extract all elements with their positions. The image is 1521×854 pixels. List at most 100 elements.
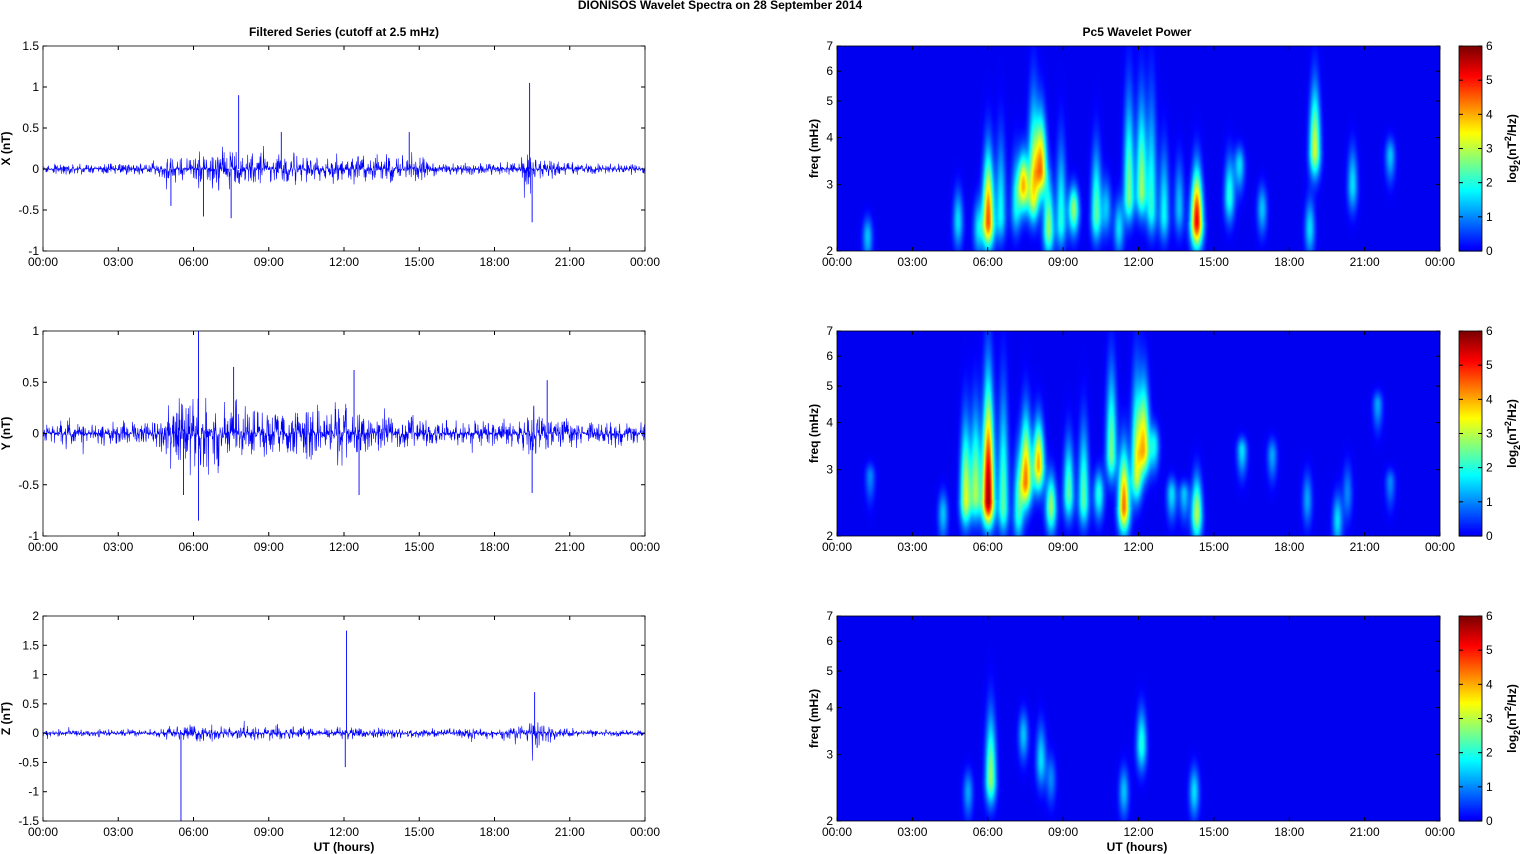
y-tick-label: 3 bbox=[826, 748, 833, 762]
x-tick-label: 00:00 bbox=[630, 825, 660, 839]
colorbar-segment bbox=[1459, 177, 1482, 180]
x-tick-label: 06:00 bbox=[178, 255, 208, 269]
colorbar-segment bbox=[1459, 414, 1482, 418]
colorbar-segment bbox=[1459, 454, 1482, 457]
colorbar-segment bbox=[1459, 817, 1482, 820]
colorbar-segment bbox=[1459, 498, 1482, 501]
colorbar-segment bbox=[1459, 192, 1482, 196]
colorbar-segment bbox=[1459, 472, 1482, 476]
colorbar-segment bbox=[1459, 532, 1482, 535]
colorbar-segment bbox=[1459, 175, 1482, 179]
colorbar-segment bbox=[1459, 709, 1482, 713]
y-axis-label: Z (nT) bbox=[0, 702, 13, 735]
colorbar-segment bbox=[1459, 682, 1482, 685]
colorbar-segment bbox=[1459, 791, 1482, 795]
colorbar-segment bbox=[1459, 708, 1482, 711]
colorbar-segment bbox=[1459, 360, 1482, 363]
y-tick-label: 6 bbox=[826, 64, 833, 78]
y-tick-label: 2 bbox=[826, 244, 833, 258]
colorbar-segment bbox=[1459, 790, 1482, 793]
colorbar-segment bbox=[1459, 334, 1482, 337]
right-xaxis-label: UT (hours) bbox=[1107, 840, 1168, 854]
colorbar-segment bbox=[1459, 382, 1482, 385]
x-tick-label: 12:00 bbox=[1123, 255, 1153, 269]
colorbar-segment bbox=[1459, 728, 1482, 732]
colorbar-segment bbox=[1459, 525, 1482, 529]
colorbar-segment bbox=[1459, 213, 1482, 216]
colorbar-segment bbox=[1459, 378, 1482, 382]
colorbar-segment bbox=[1459, 711, 1482, 714]
x-tick-label: 21:00 bbox=[555, 255, 585, 269]
colorbar-segment bbox=[1459, 418, 1482, 421]
colorbar-segment bbox=[1459, 242, 1482, 245]
colorbar-segment bbox=[1459, 239, 1482, 242]
colorbar-segment bbox=[1459, 102, 1482, 105]
colorbar-segment bbox=[1459, 73, 1482, 76]
x-tick-label: 00:00 bbox=[822, 540, 852, 554]
y-tick-label: -0.5 bbox=[18, 755, 39, 769]
colorbar-segment bbox=[1459, 757, 1482, 761]
colorbar-segment bbox=[1459, 87, 1482, 90]
colorbar-tick-label: 5 bbox=[1486, 643, 1493, 657]
colorbar-segment bbox=[1459, 394, 1482, 397]
colorbar-segment bbox=[1459, 716, 1482, 720]
y-tick-label: 0 bbox=[32, 726, 39, 740]
colorbar-segment bbox=[1459, 139, 1482, 143]
colorbar-segment bbox=[1459, 428, 1482, 431]
colorbar-segment bbox=[1459, 703, 1482, 706]
colorbar-segment bbox=[1459, 430, 1482, 433]
colorbar-tick-label: 4 bbox=[1486, 107, 1493, 121]
colorbar-segment bbox=[1459, 68, 1482, 71]
colorbar-segment bbox=[1459, 513, 1482, 517]
colorbar-segment bbox=[1459, 404, 1482, 407]
x-tick-label: 06:00 bbox=[178, 540, 208, 554]
colorbar-segment bbox=[1459, 725, 1482, 728]
x-tick-label: 00:00 bbox=[1425, 540, 1455, 554]
colorbar-segment bbox=[1459, 718, 1482, 721]
colorbar-segment bbox=[1459, 78, 1482, 81]
colorbar-segment bbox=[1459, 641, 1482, 644]
colorbar-segment bbox=[1459, 638, 1482, 641]
colorbar-tick-label: 4 bbox=[1486, 392, 1493, 406]
x-tick-label: 12:00 bbox=[1123, 825, 1153, 839]
colorbar-segment bbox=[1459, 148, 1482, 151]
colorbar-segment bbox=[1459, 689, 1482, 692]
x-tick-label: 00:00 bbox=[28, 825, 58, 839]
colorbar-segment bbox=[1459, 438, 1482, 441]
colorbar-segment bbox=[1459, 109, 1482, 112]
colorbar-segment bbox=[1459, 460, 1482, 464]
colorbar-segment bbox=[1459, 47, 1482, 51]
y-timeseries-panel: -1 -0.5 0 0.5 1 00:00 03:00 06:00 09:00 12:00 15:0… bbox=[0, 324, 660, 554]
x-tick-label: 00:00 bbox=[28, 540, 58, 554]
colorbar-segment bbox=[1459, 56, 1482, 59]
colorbar-segment bbox=[1459, 720, 1482, 723]
colorbar-segment bbox=[1459, 627, 1482, 631]
colorbar-segment bbox=[1459, 774, 1482, 778]
colorbar-segment bbox=[1459, 407, 1482, 411]
colorbar-segment bbox=[1459, 501, 1482, 505]
colorbar-segment bbox=[1459, 356, 1482, 359]
colorbar-segment bbox=[1459, 675, 1482, 679]
colorbar-segment bbox=[1459, 377, 1482, 380]
colorbar-segment bbox=[1459, 59, 1482, 62]
colorbar-segment bbox=[1459, 706, 1482, 709]
colorbar-segment bbox=[1459, 730, 1482, 733]
colorbar-segment bbox=[1459, 660, 1482, 663]
y-tick-label: 7 bbox=[826, 609, 833, 623]
colorbar-segment bbox=[1459, 342, 1482, 346]
y-tick-label: -1 bbox=[28, 785, 39, 799]
x-tick-label: 00:00 bbox=[1425, 825, 1455, 839]
colorbar-segment bbox=[1459, 508, 1482, 511]
colorbar-segment bbox=[1459, 52, 1482, 56]
colorbar-tick-label: 1 bbox=[1486, 780, 1493, 794]
x-tick-label: 15:00 bbox=[1199, 540, 1229, 554]
colorbar-segment bbox=[1459, 529, 1482, 532]
colorbar-segment bbox=[1459, 370, 1482, 373]
x-tick-label: 09:00 bbox=[254, 255, 284, 269]
colorbar-segment bbox=[1459, 459, 1482, 462]
colorbar-segment bbox=[1459, 332, 1482, 336]
colorbar-tick-label: 1 bbox=[1486, 210, 1493, 224]
colorbar-segment bbox=[1459, 486, 1482, 489]
colorbar-segment bbox=[1459, 633, 1482, 636]
colorbar-segment bbox=[1459, 800, 1482, 803]
